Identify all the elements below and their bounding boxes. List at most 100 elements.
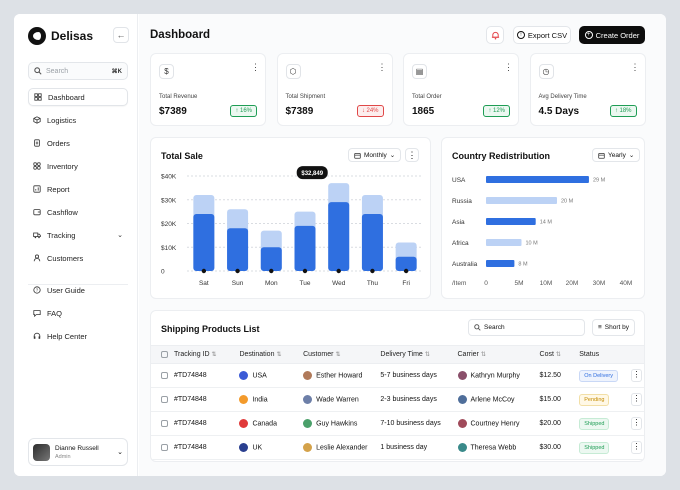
bar-value-label: 10 M: [526, 241, 539, 247]
column-header[interactable]: Status: [576, 345, 628, 364]
row-menu-button[interactable]: ⋮: [631, 369, 642, 382]
period-label: Yearly: [608, 151, 626, 159]
user-name: Dianne Russell: [55, 444, 99, 452]
column-header[interactable]: Destination ⇅: [236, 345, 301, 364]
checkbox-cell: [151, 411, 171, 436]
y-tick-label: $40K: [161, 174, 177, 181]
wallet-icon: [33, 208, 41, 216]
total-sale-card: Total Sale Monthly ⌄ ⋮ $40K $30K $20K $10K 0…: [150, 137, 431, 299]
country-bar[interactable]: [486, 260, 515, 267]
sidebar-item-faq[interactable]: FAQ: [28, 304, 128, 322]
cost: $30.00: [536, 435, 577, 460]
bar-value[interactable]: [260, 247, 282, 271]
customer-cell: Esther Howard: [300, 363, 378, 388]
sidebar-item-user-guide[interactable]: ? User Guide: [28, 281, 128, 299]
stat-value: $7389: [159, 106, 187, 117]
flag-icon: [239, 395, 249, 404]
destination: Canada: [252, 420, 277, 428]
avatar: [457, 371, 467, 380]
sidebar-search[interactable]: Search ⌘K: [28, 62, 128, 80]
sidebar-item-logistics[interactable]: Logistics: [28, 111, 128, 129]
sidebar-item-dashboard[interactable]: Dashboard: [28, 88, 128, 106]
country-bar[interactable]: [486, 239, 522, 246]
flag-icon: [239, 443, 249, 452]
logo: Delisas: [28, 27, 93, 45]
row-menu-button[interactable]: ⋮: [631, 417, 642, 430]
bar-value[interactable]: [227, 228, 249, 271]
country-period-dropdown[interactable]: Yearly ⌄: [592, 148, 641, 162]
package-icon: ⬡: [285, 64, 301, 79]
select-all-checkbox[interactable]: [161, 350, 168, 358]
stat-card: ▤ ⋮ Total Order 1865 ↑ 12%: [403, 53, 519, 126]
row-menu-button[interactable]: ⋮: [631, 393, 642, 406]
document-icon: [33, 139, 41, 147]
collapse-sidebar-button[interactable]: ←: [113, 27, 129, 43]
bar-value[interactable]: [193, 214, 215, 271]
shipping-search-input[interactable]: Search: [468, 319, 585, 336]
category-label: Russia: [452, 198, 472, 205]
stat-change-badge: ↓ 24%: [356, 105, 384, 117]
x-tick-label: Sat: [199, 280, 209, 287]
bar-value-label: 8 M: [518, 262, 528, 268]
stat-menu-button[interactable]: ⋮: [251, 62, 260, 72]
column-header[interactable]: Tracking ID ⇅: [171, 345, 237, 364]
create-order-button[interactable]: + Create Order: [579, 26, 645, 44]
sidebar-item-report[interactable]: Report: [28, 180, 128, 198]
sidebar-item-tracking[interactable]: Tracking ⌄: [28, 226, 128, 244]
sidebar-item-help-center[interactable]: Help Center: [28, 327, 128, 345]
export-csv-button[interactable]: ↑ Export CSV: [513, 26, 571, 44]
create-label: Create Order: [595, 30, 640, 40]
sort-button[interactable]: ≡ Short by: [592, 319, 636, 336]
stat-value: 4.5 Days: [538, 106, 580, 117]
table-row[interactable]: #TD74848 UK Leslie Alexander 1 business day…: [151, 435, 644, 460]
bar-marker: [336, 268, 341, 274]
table-row[interactable]: #TD74848 USA Esther Howard 5-7 business day…: [151, 363, 644, 388]
row-checkbox[interactable]: [161, 395, 168, 403]
delivery-time: 2-3 business days: [377, 387, 455, 412]
sidebar-item-inventory[interactable]: Inventory: [28, 157, 128, 175]
sidebar-item-customers[interactable]: Customers: [28, 249, 128, 267]
sort-icon: ≡: [598, 324, 602, 331]
main-content: Dashboard ↑ Export CSV + Create Order $ ⋮…: [139, 14, 666, 476]
sidebar-item-label: Help Center: [47, 331, 88, 341]
bar-value[interactable]: [361, 214, 383, 271]
table-row[interactable]: #TD74848 Canada Guy Hawkins 7-10 business d…: [151, 411, 644, 436]
bar-value[interactable]: [294, 225, 316, 271]
sidebar-item-orders[interactable]: Orders: [28, 134, 128, 152]
bar-value[interactable]: [395, 256, 417, 271]
sidebar-item-label: User Guide: [47, 285, 85, 295]
stat-label: Avg Delivery Time: [538, 94, 587, 100]
column-header[interactable]: Delivery Time ⇅: [377, 345, 455, 364]
status-cell: Shipped: [576, 411, 628, 436]
tracking-id: #TD74848: [171, 435, 237, 460]
bar-value[interactable]: [328, 202, 350, 271]
stat-menu-button[interactable]: ⋮: [377, 62, 387, 72]
notification-button[interactable]: [486, 26, 504, 44]
svg-text:?: ?: [36, 288, 39, 293]
row-checkbox[interactable]: [161, 419, 168, 427]
row-checkbox[interactable]: [161, 443, 168, 451]
total-sale-period-dropdown[interactable]: Monthly ⌄: [348, 148, 402, 162]
destination-cell: Canada: [236, 411, 301, 436]
column-header[interactable]: Cost ⇅: [536, 345, 577, 364]
country-bar[interactable]: [486, 176, 589, 183]
destination-cell: USA: [236, 363, 301, 388]
plus-icon: +: [584, 31, 593, 39]
user-profile[interactable]: Dianne Russell Admin ⌄: [28, 438, 128, 466]
column-header[interactable]: Customer ⇅: [300, 345, 378, 364]
bar-value-label: 20 M: [561, 199, 574, 205]
stat-menu-button[interactable]: ⋮: [630, 62, 640, 72]
column-header[interactable]: Carrier ⇅: [454, 345, 537, 364]
country-bar[interactable]: [486, 218, 536, 225]
total-sale-menu-button[interactable]: ⋮: [405, 148, 419, 162]
sidebar-item-cashflow[interactable]: Cashflow: [28, 203, 128, 221]
table-row[interactable]: #TD74848 India Wade Warren 2-3 business day…: [151, 387, 644, 412]
country-bar[interactable]: [486, 197, 557, 204]
stat-label: Total Shipment: [285, 94, 326, 100]
row-checkbox[interactable]: [161, 371, 168, 379]
avatar: [33, 443, 50, 461]
stat-change: 12%: [492, 108, 505, 114]
actions-cell: ⋮: [628, 435, 644, 460]
stat-menu-button[interactable]: ⋮: [504, 62, 513, 72]
row-menu-button[interactable]: ⋮: [631, 441, 642, 454]
